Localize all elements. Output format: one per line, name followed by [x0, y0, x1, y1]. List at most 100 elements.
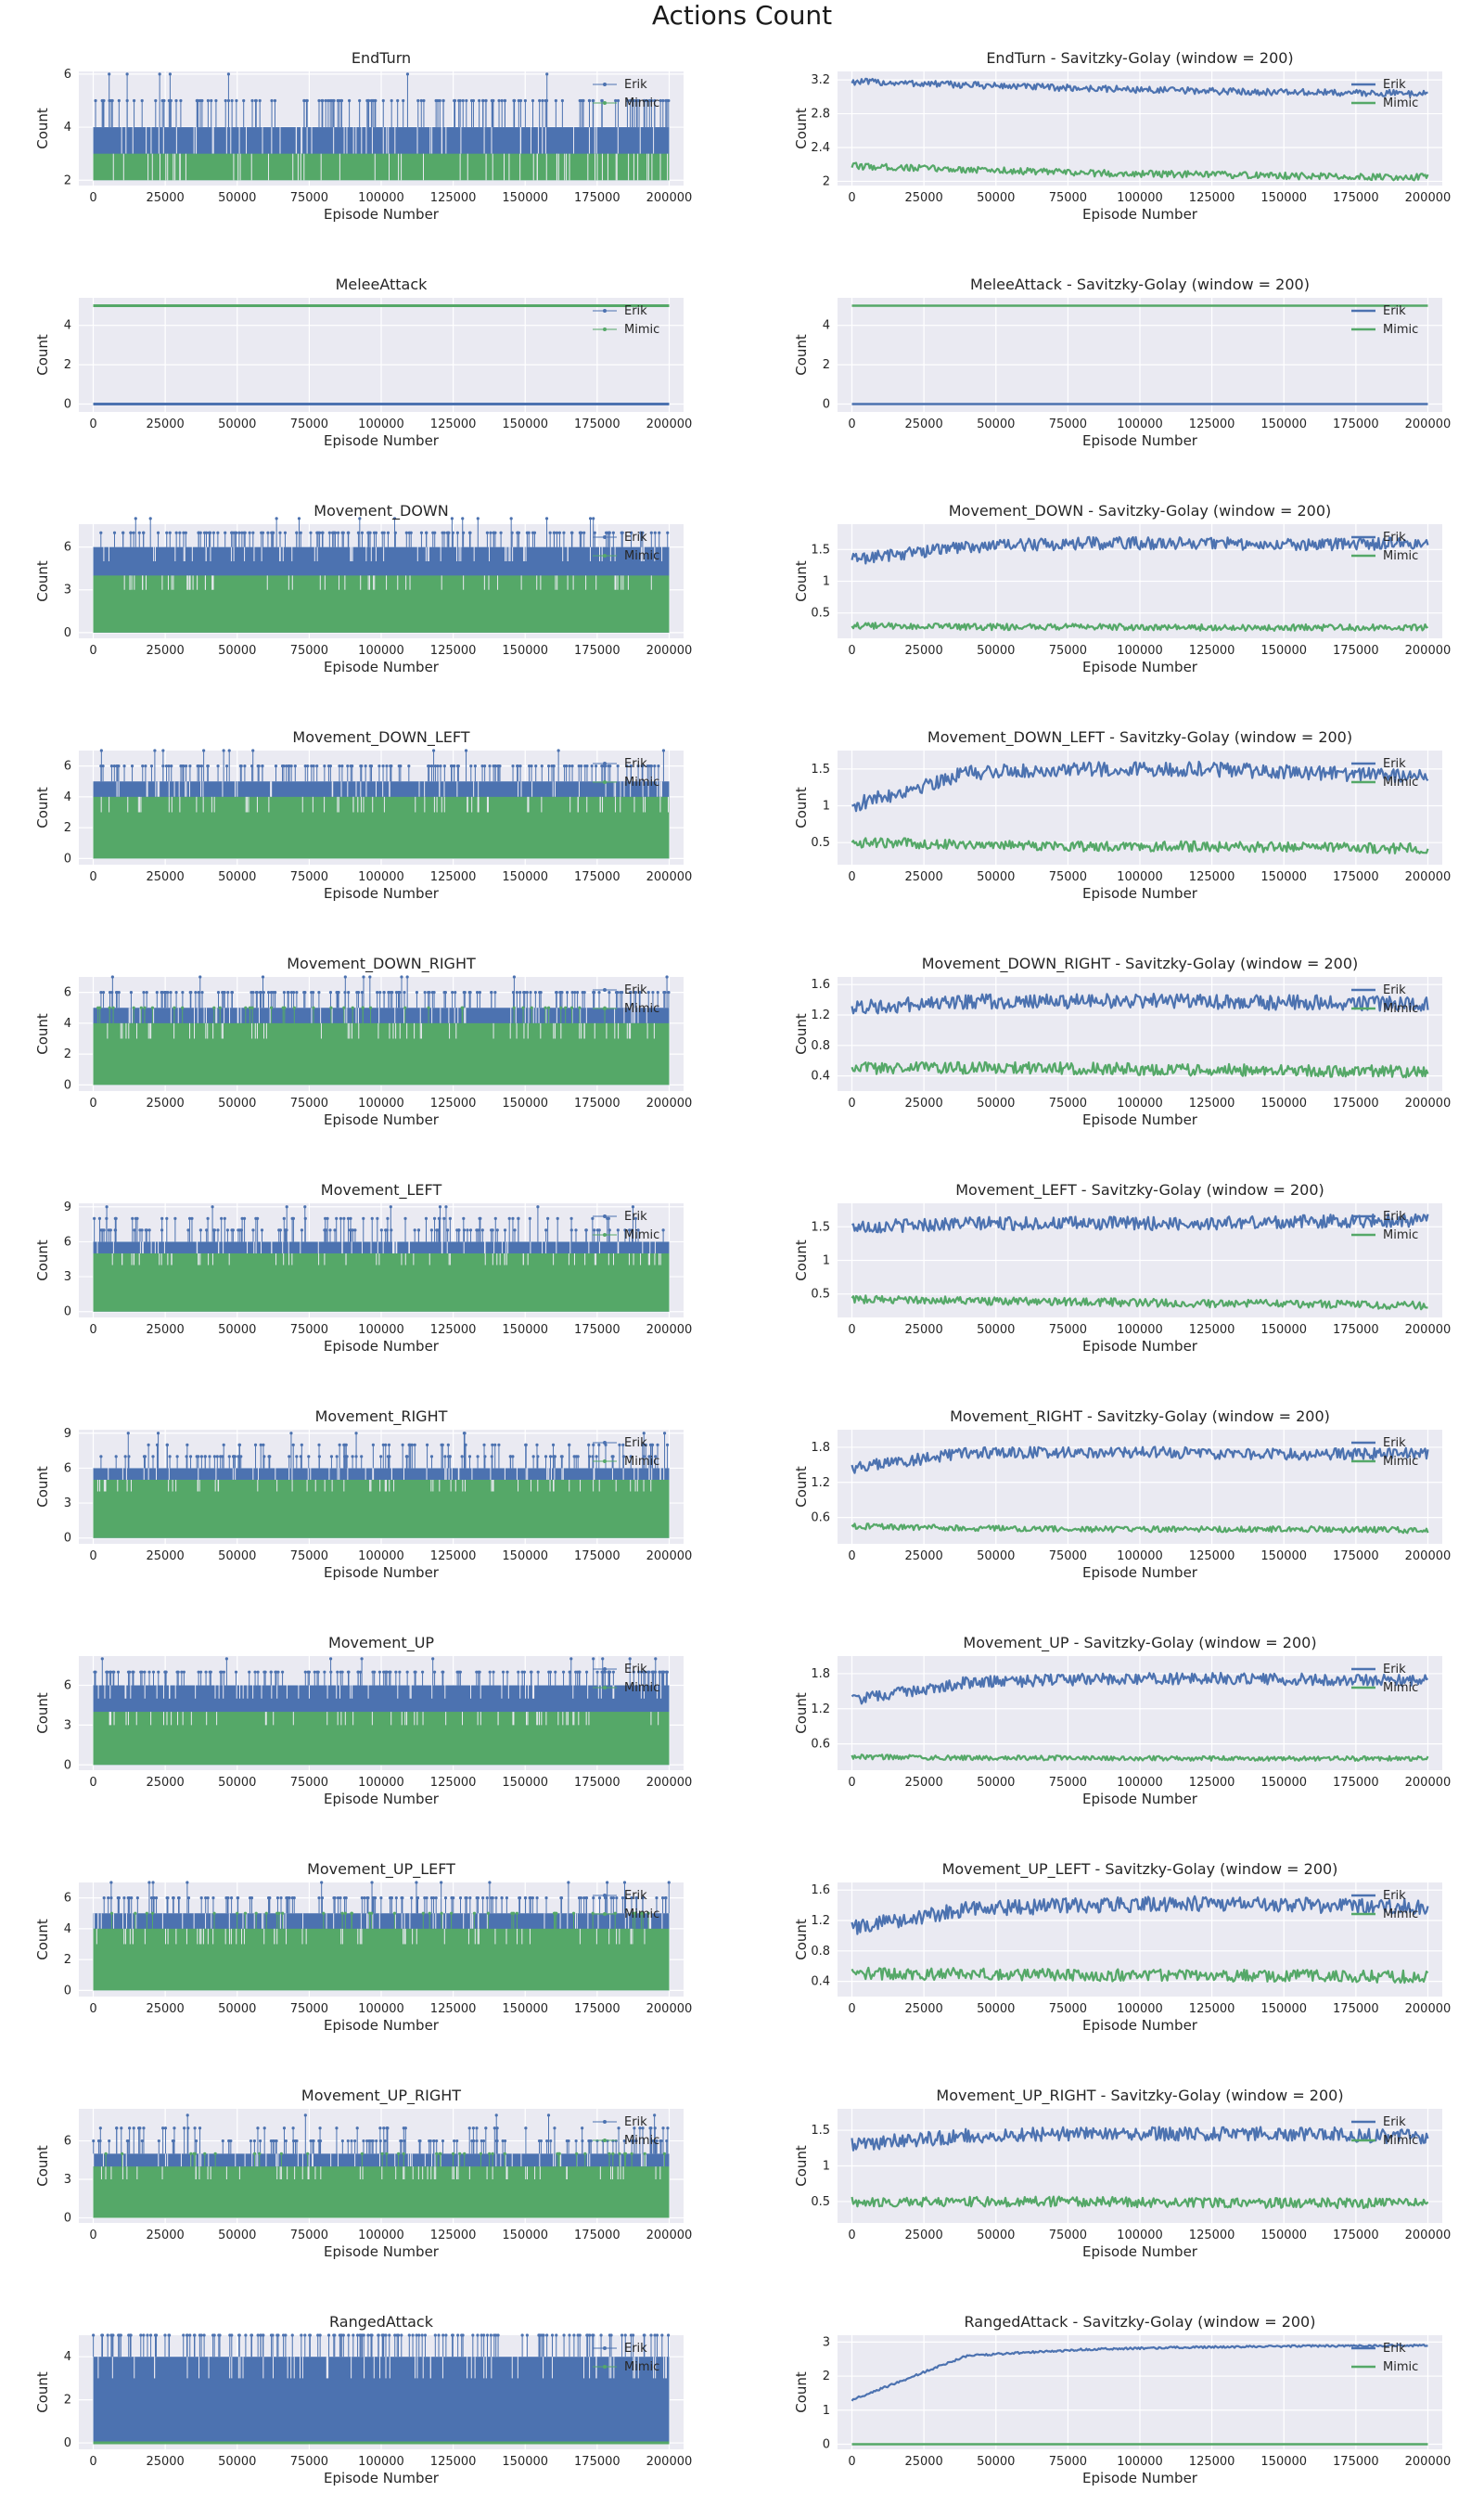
stem-marker — [289, 764, 293, 768]
legend-label: Erik — [1383, 1889, 1406, 1903]
stem-marker — [659, 1670, 664, 1674]
stem-marker — [403, 991, 406, 995]
stem-marker — [315, 1670, 319, 1674]
stem-marker — [258, 991, 262, 995]
stem-marker — [253, 1670, 257, 1674]
stem-marker — [240, 531, 244, 534]
stem-marker — [633, 2139, 636, 2143]
stem-marker — [629, 764, 633, 768]
stem-marker — [290, 1216, 294, 1220]
stem-marker — [369, 764, 374, 768]
chart-title: Movement_UP_LEFT — [307, 1860, 455, 1879]
stem-marker — [382, 2126, 386, 2130]
x-tick-label: 0 — [89, 418, 96, 431]
stem-marker — [193, 2126, 197, 2130]
stem-marker — [556, 749, 560, 752]
chart-panel: 0 25000 50000 75000 100000 125000 150000 175000… — [793, 276, 1451, 449]
legend-label: Erik — [624, 1889, 647, 1903]
stem-marker — [461, 1006, 465, 1009]
stem-marker — [429, 764, 434, 768]
stem-marker — [403, 2139, 406, 2143]
stem-marker — [204, 531, 209, 534]
stem-marker — [266, 991, 271, 995]
legend-label: Mimic — [624, 1002, 659, 1016]
stem-marker — [214, 98, 218, 103]
x-tick-label: 175000 — [1333, 1549, 1379, 1563]
x-tick-label: 200000 — [646, 191, 693, 205]
stem-marker — [340, 2139, 344, 2143]
stem-marker — [133, 1228, 136, 1232]
stem-marker — [545, 1216, 550, 1220]
stem-marker — [442, 531, 446, 534]
stem-marker — [464, 1443, 467, 1446]
stem-marker — [227, 1455, 231, 1458]
stem-marker — [114, 1455, 118, 1458]
stem-marker — [165, 1896, 169, 1900]
x-tick-label: 125000 — [430, 2002, 477, 2016]
stem-marker — [250, 98, 254, 103]
stem-marker — [109, 1670, 113, 1674]
x-tick-label: 100000 — [1117, 418, 1163, 431]
stem-marker — [300, 1228, 304, 1232]
stem-marker — [549, 2139, 553, 2143]
stem-marker — [254, 1911, 258, 1915]
stem-marker — [465, 98, 468, 103]
stem-marker — [592, 1443, 595, 1446]
stem-marker — [630, 2139, 633, 2143]
x-tick-label: 125000 — [430, 644, 477, 658]
legend-marker — [603, 762, 607, 765]
stem-marker — [527, 764, 531, 768]
stem-marker — [649, 764, 653, 768]
stem-marker — [249, 2139, 253, 2143]
stem-marker — [256, 1670, 260, 1674]
stem-marker — [269, 991, 273, 995]
stem-marker — [145, 1911, 148, 1915]
x-tick-label: 50000 — [218, 1776, 256, 1790]
stem-marker — [368, 975, 372, 979]
stem-marker — [591, 98, 595, 103]
stem-marker — [577, 1896, 582, 1900]
stem-marker — [505, 1670, 509, 1674]
y-tick-label: 6 — [64, 2135, 71, 2149]
stem-marker — [156, 1432, 160, 1435]
stem-marker — [546, 764, 551, 768]
stem-marker — [131, 1216, 134, 1220]
stem-marker — [653, 2126, 657, 2130]
stem-marker — [455, 2139, 459, 2143]
erik-line — [851, 77, 1428, 98]
stem-marker — [567, 1881, 570, 1884]
stem-marker — [409, 1443, 413, 1446]
stem-marker — [464, 749, 468, 752]
stem-marker — [618, 2152, 621, 2155]
y-tick-label: 1 — [823, 575, 830, 589]
stem-marker — [327, 531, 331, 534]
stem-marker — [584, 1228, 588, 1232]
stem-marker — [433, 531, 437, 534]
stem-marker — [199, 764, 203, 768]
stem-marker — [371, 1896, 375, 1900]
stem-marker — [399, 764, 403, 768]
stem-marker — [324, 98, 327, 103]
stem-marker — [666, 2126, 670, 2130]
stem-marker — [188, 2333, 192, 2337]
x-axis-label: Episode Number — [324, 206, 440, 223]
stem-marker — [393, 531, 397, 534]
stem-marker — [287, 991, 290, 995]
stem-marker — [661, 1228, 665, 1232]
stem-marker — [150, 1006, 155, 1009]
stem-marker — [386, 2126, 390, 2130]
stem-marker — [654, 1455, 658, 1458]
stem-marker — [186, 1881, 189, 1884]
stem-marker — [379, 1896, 383, 1900]
stem-marker — [94, 1670, 97, 1674]
stem-marker — [383, 2139, 387, 2143]
stem-marker — [523, 1896, 528, 1900]
legend-label: Erik — [1383, 1210, 1406, 1224]
stem-marker — [622, 2139, 626, 2143]
x-tick-label: 75000 — [1049, 1323, 1087, 1337]
stem-marker — [535, 1896, 539, 1900]
stem-marker — [328, 991, 333, 995]
x-tick-label: 175000 — [574, 418, 620, 431]
stem-marker — [98, 2126, 102, 2130]
stem-marker — [274, 991, 277, 995]
